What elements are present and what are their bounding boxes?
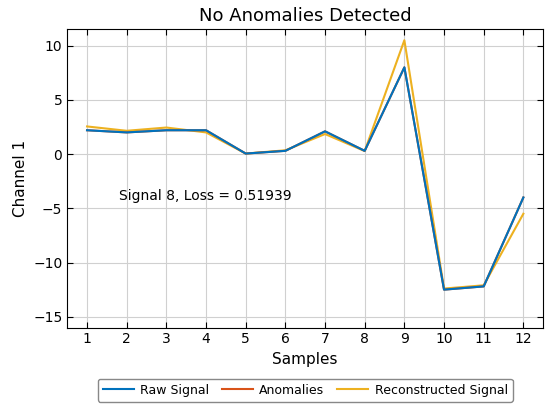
Y-axis label: Channel 1: Channel 1 [12,140,27,217]
Text: Signal 8, Loss = 0.51939: Signal 8, Loss = 0.51939 [119,189,291,203]
Legend: Raw Signal, Anomalies, Reconstructed Signal: Raw Signal, Anomalies, Reconstructed Sig… [98,378,512,402]
Title: No Anomalies Detected: No Anomalies Detected [199,7,412,25]
X-axis label: Samples: Samples [273,352,338,367]
